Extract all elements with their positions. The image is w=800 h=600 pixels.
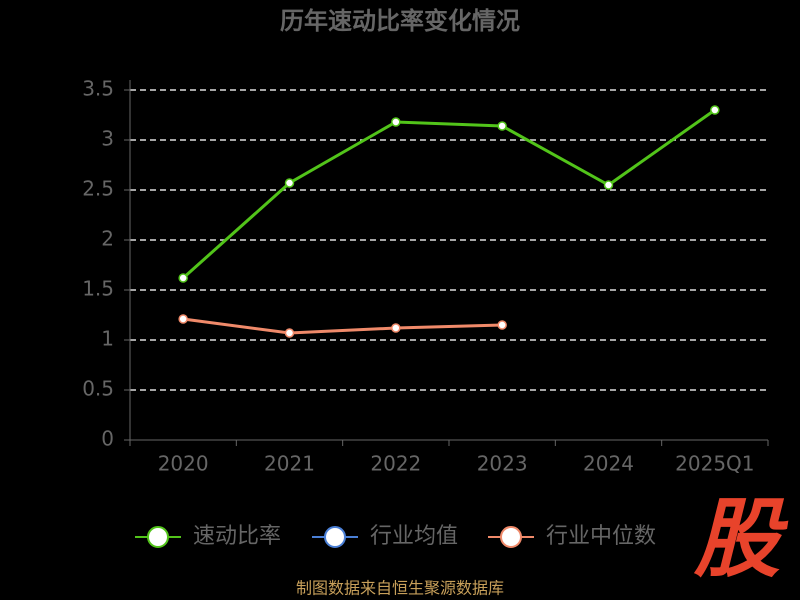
legend-label: 行业中位数	[546, 524, 656, 549]
source-note: 制图数据来自恒生聚源数据库	[296, 579, 504, 598]
y-tick-label: 0	[101, 427, 114, 451]
x-tick-label: 2023	[477, 452, 528, 476]
data-point	[178, 314, 188, 324]
y-tick-label: 1.5	[82, 277, 114, 301]
legend-marker	[147, 526, 169, 548]
legend-marker	[500, 526, 522, 548]
watermark: 股	[693, 489, 789, 589]
data-point	[603, 180, 614, 190]
x-tick-label: 2020	[158, 452, 209, 476]
x-tick-label: 2022	[370, 452, 421, 476]
y-tick-label: 2	[101, 227, 114, 251]
legend-marker	[324, 526, 346, 548]
data-point	[284, 328, 295, 338]
y-tick-label: 3	[101, 127, 114, 151]
data-point	[710, 105, 720, 115]
series-line	[182, 317, 503, 335]
legend-label: 行业均值	[370, 524, 458, 549]
data-point	[497, 121, 507, 131]
y-tick-label: 2.5	[82, 177, 114, 201]
data-point	[391, 323, 401, 333]
y-tick-label: 0.5	[82, 377, 114, 401]
y-tick-label: 1	[101, 327, 114, 351]
y-tick-label: 3.5	[82, 77, 114, 101]
legend-label: 速动比率	[193, 524, 281, 549]
x-tick-label: 2024	[583, 452, 634, 476]
data-point	[178, 273, 188, 283]
data-point	[284, 178, 295, 188]
series-line	[182, 108, 716, 280]
data-point	[497, 320, 507, 330]
chart-title: 历年速动比率变化情况	[280, 7, 520, 35]
x-tick-label: 2021	[264, 452, 315, 476]
x-tick-label: 2025Q1	[675, 452, 754, 476]
data-point	[391, 117, 401, 127]
